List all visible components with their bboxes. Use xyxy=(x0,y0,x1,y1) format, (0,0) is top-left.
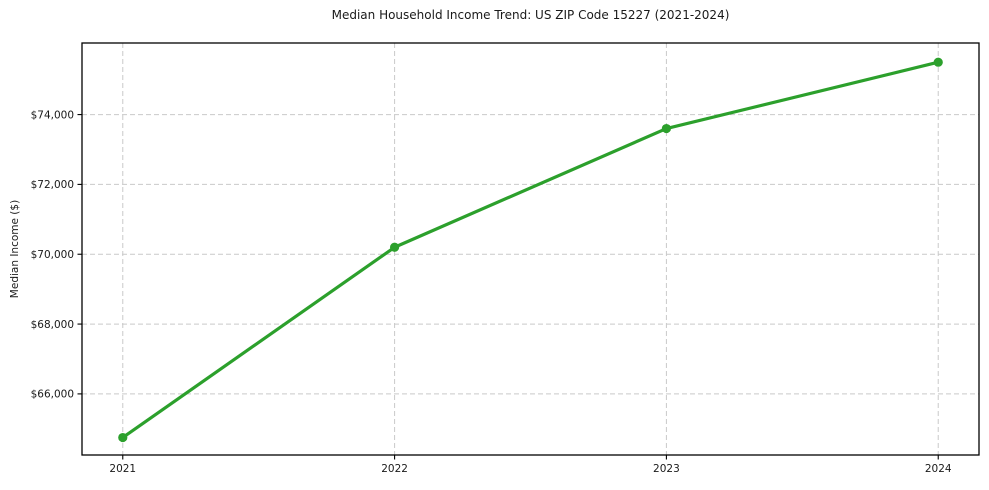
chart-title: Median Household Income Trend: US ZIP Co… xyxy=(331,8,730,22)
x-tick-label: 2021 xyxy=(109,463,136,475)
y-tick-label: $68,000 xyxy=(31,319,74,331)
x-tick-label: 2023 xyxy=(653,463,680,475)
data-point-marker xyxy=(118,432,128,443)
y-tick-label: $66,000 xyxy=(31,389,74,401)
data-point-marker xyxy=(389,242,400,252)
data-point-marker xyxy=(933,57,943,67)
plot-border xyxy=(81,42,980,456)
x-tick-label: 2022 xyxy=(381,463,408,475)
data-point-marker xyxy=(661,123,672,134)
y-tick-label: $72,000 xyxy=(31,179,74,191)
income-trend-line xyxy=(121,60,940,440)
x-tick-label: 2024 xyxy=(925,463,952,475)
y-tick-label: $70,000 xyxy=(31,249,74,261)
y-tick-label: $74,000 xyxy=(31,109,74,121)
